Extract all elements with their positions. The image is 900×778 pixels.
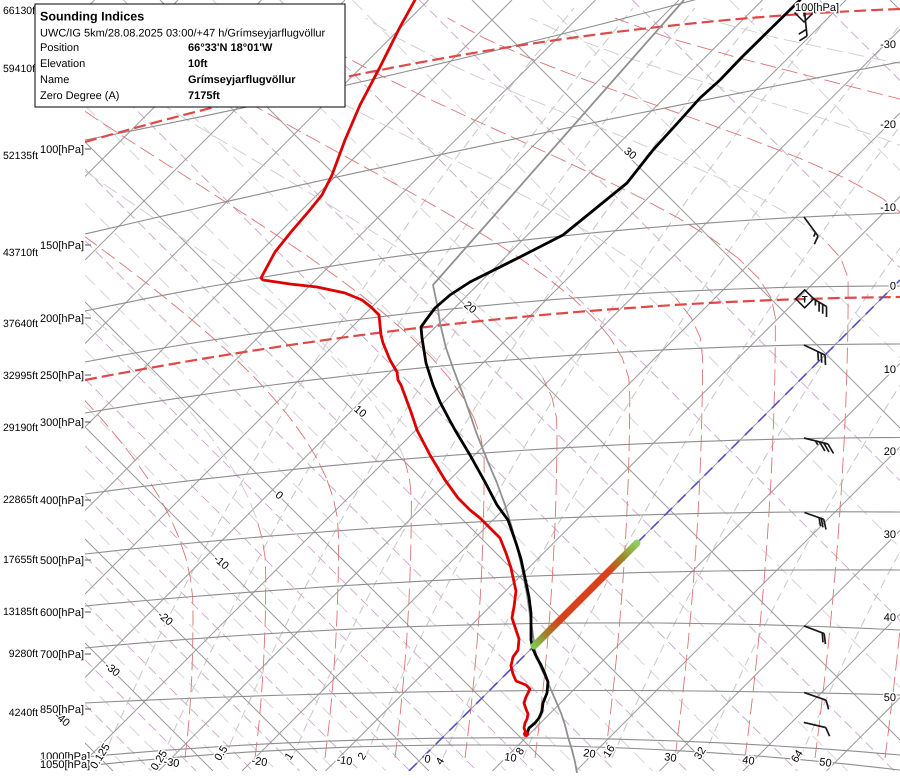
svg-text:-30: -30 xyxy=(163,756,180,770)
svg-text:10: 10 xyxy=(884,364,896,376)
svg-text:22865ft: 22865ft xyxy=(3,494,38,506)
svg-text:4240ft: 4240ft xyxy=(9,707,38,719)
svg-text:100[hPa]: 100[hPa] xyxy=(795,2,839,14)
svg-text:Name: Name xyxy=(40,74,69,86)
svg-text:300[hPa]: 300[hPa] xyxy=(40,417,84,429)
svg-text:-10: -10 xyxy=(336,754,353,768)
svg-text:0: 0 xyxy=(424,753,432,766)
svg-text:30: 30 xyxy=(664,751,678,765)
svg-text:1000[hPa]: 1000[hPa] xyxy=(40,751,90,763)
svg-text:T: T xyxy=(802,294,808,305)
svg-text:66130ft: 66130ft xyxy=(3,5,38,17)
svg-text:10: 10 xyxy=(504,751,518,765)
svg-text:59410ft: 59410ft xyxy=(3,63,38,75)
svg-text:20: 20 xyxy=(583,747,597,761)
svg-text:40: 40 xyxy=(742,754,756,768)
svg-text:-20: -20 xyxy=(880,119,896,131)
svg-text:37640ft: 37640ft xyxy=(3,318,38,330)
svg-text:600[hPa]: 600[hPa] xyxy=(40,607,84,619)
svg-text:150[hPa]: 150[hPa] xyxy=(40,240,84,252)
svg-text:1050[hPa]: 1050[hPa] xyxy=(40,759,90,771)
svg-text:29190ft: 29190ft xyxy=(3,422,38,434)
svg-text:13185ft: 13185ft xyxy=(3,606,38,618)
svg-text:500[hPa]: 500[hPa] xyxy=(40,555,84,567)
svg-text:100[hPa]: 100[hPa] xyxy=(40,144,84,156)
svg-text:32995ft: 32995ft xyxy=(3,370,38,382)
svg-text:400[hPa]: 400[hPa] xyxy=(40,495,84,507)
svg-text:-20: -20 xyxy=(251,755,268,769)
svg-text:Sounding Indices: Sounding Indices xyxy=(40,10,144,24)
svg-text:7175ft: 7175ft xyxy=(188,90,220,102)
svg-text:50: 50 xyxy=(884,692,896,704)
svg-text:700[hPa]: 700[hPa] xyxy=(40,649,84,661)
svg-text:66°33'N 18°01'W: 66°33'N 18°01'W xyxy=(188,42,273,54)
svg-text:850[hPa]: 850[hPa] xyxy=(40,704,84,716)
svg-text:Grímseyjarflugvöllur: Grímseyjarflugvöllur xyxy=(188,74,296,86)
svg-text:20: 20 xyxy=(884,446,896,458)
svg-text:10ft: 10ft xyxy=(188,58,208,70)
svg-text:UWC/IG 5km/28.08.2025 03:00/+4: UWC/IG 5km/28.08.2025 03:00/+47 h/Grímse… xyxy=(40,28,326,40)
svg-text:250[hPa]: 250[hPa] xyxy=(40,370,84,382)
svg-text:52135ft: 52135ft xyxy=(3,150,38,162)
svg-text:200[hPa]: 200[hPa] xyxy=(40,313,84,325)
svg-text:T: T xyxy=(801,9,807,20)
svg-text:17655ft: 17655ft xyxy=(3,554,38,566)
svg-text:Elevation: Elevation xyxy=(40,58,85,70)
svg-text:50: 50 xyxy=(819,756,833,770)
svg-text:Zero Degree (A): Zero Degree (A) xyxy=(40,90,119,102)
svg-text:Position: Position xyxy=(40,42,79,54)
svg-text:0: 0 xyxy=(890,281,896,293)
svg-text:-10: -10 xyxy=(880,202,896,214)
svg-text:40: 40 xyxy=(884,612,896,624)
svg-text:43710ft: 43710ft xyxy=(3,247,38,259)
svg-text:-30: -30 xyxy=(880,39,896,51)
svg-text:9280ft: 9280ft xyxy=(9,648,38,660)
svg-text:30: 30 xyxy=(884,529,896,541)
